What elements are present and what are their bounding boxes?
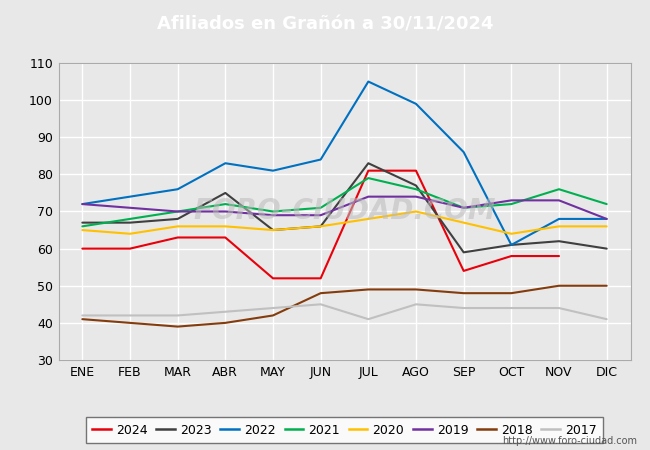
Legend: 2024, 2023, 2022, 2021, 2020, 2019, 2018, 2017: 2024, 2023, 2022, 2021, 2020, 2019, 2018… <box>86 417 603 443</box>
Text: Afiliados en Grañón a 30/11/2024: Afiliados en Grañón a 30/11/2024 <box>157 16 493 34</box>
Text: http://www.foro-ciudad.com: http://www.foro-ciudad.com <box>502 436 637 446</box>
Text: FORO-CIUDAD.COM: FORO-CIUDAD.COM <box>193 198 496 225</box>
